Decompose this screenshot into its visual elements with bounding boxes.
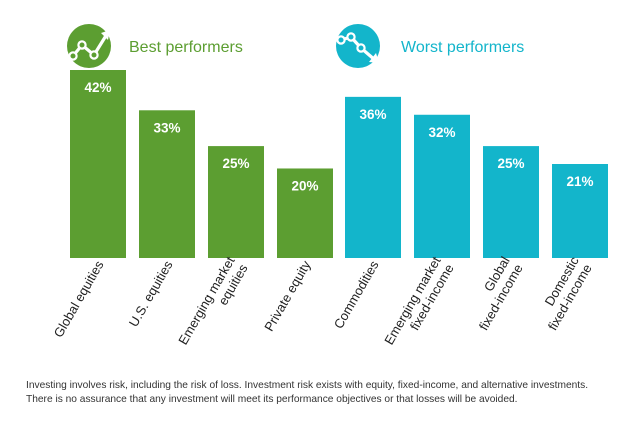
data-label: 21% xyxy=(566,174,593,189)
bar xyxy=(483,146,539,258)
bar xyxy=(70,70,126,258)
group-title: Worst performers xyxy=(401,39,524,56)
category-label: Emerging marketequities xyxy=(175,254,251,355)
data-label: 20% xyxy=(291,178,318,193)
data-label: 33% xyxy=(153,120,180,135)
category-label: Global equities xyxy=(51,258,107,340)
bar xyxy=(414,114,470,258)
data-label: 42% xyxy=(84,80,111,95)
disclaimer-line-1: Investing involves risk, including the r… xyxy=(26,380,589,391)
bar xyxy=(345,96,401,258)
disclaimer-line-2: There is no assurance that any investmen… xyxy=(26,394,518,405)
disclaimer-footnote: Investing involves risk, including the r… xyxy=(26,379,626,407)
trend-up-icon xyxy=(67,24,111,68)
data-label: 25% xyxy=(497,156,524,171)
category-label: Domesticfixed-income xyxy=(532,254,595,333)
category-label: Globalfixed-income xyxy=(463,254,526,333)
data-label: 32% xyxy=(428,125,455,140)
category-label: Commodities xyxy=(331,258,382,332)
trend-down-icon xyxy=(336,24,380,68)
category-label: U.S. equities xyxy=(126,258,176,330)
bar xyxy=(552,164,608,258)
category-label: Emerging marketfixed-income xyxy=(381,254,457,355)
bar xyxy=(277,168,333,258)
category-label: Private equity xyxy=(261,258,314,334)
data-label: 36% xyxy=(359,107,386,122)
bar xyxy=(208,146,264,258)
data-label: 25% xyxy=(222,156,249,171)
performance-chart: Best performers 42% Global equities 33% U.S.… xyxy=(51,24,608,355)
group-title: Best performers xyxy=(129,39,243,56)
bar xyxy=(139,110,195,259)
